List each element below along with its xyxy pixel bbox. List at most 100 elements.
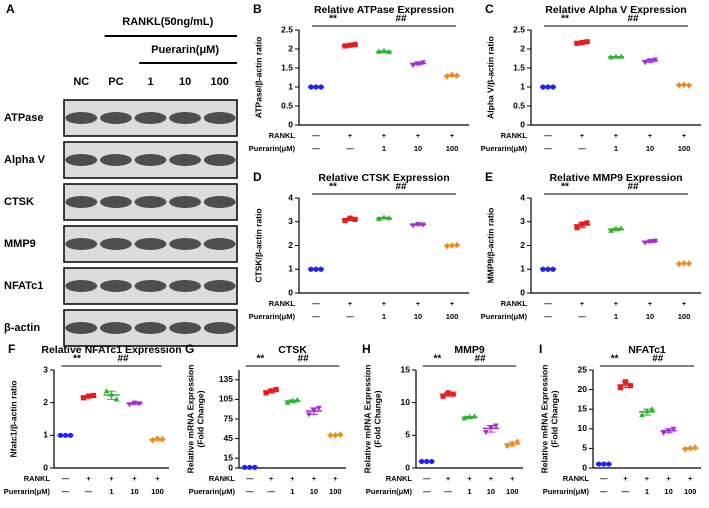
row-value: — [544,131,552,140]
panel-label: F [8,342,15,356]
row-value: + [446,474,451,483]
row-value: + [269,474,274,483]
data-point [613,225,619,231]
y-tick-label: 2.5 [513,24,525,34]
row-value: — [62,474,70,483]
row-value: — [346,312,354,321]
row-label: RANKL [501,299,528,308]
row-value: 1 [614,312,618,321]
data-point [313,266,319,272]
panel-label: C [485,2,494,16]
row-value: — [312,131,320,140]
chart-title: Relative CTSK Expression [318,172,449,184]
data-point [337,431,343,439]
row-value: + [580,299,585,308]
significance-label: ## [627,14,639,25]
row-value: + [348,131,353,140]
row-value: 10 [664,487,672,496]
data-point [85,393,92,399]
data-point [268,388,274,394]
data-point [622,379,628,385]
data-point [483,429,489,436]
row-label: Puerarin(μM) [4,487,51,496]
data-point [67,432,74,438]
chart-title: MMP9 [454,344,484,356]
data-point [617,385,623,391]
data-point [159,435,166,443]
row-label: Puerarin(μM) [249,312,296,321]
chart-title: Relative NFATc1 Expression [41,344,181,356]
protein-label: MMP9 [4,238,36,250]
data-point [652,57,658,63]
data-point [454,72,460,79]
band [65,154,98,166]
significance-label: ## [298,354,310,365]
data-point [381,214,387,220]
row-value: 1 [382,144,386,153]
data-point [332,431,338,439]
row-value: — [600,474,608,483]
y-tick-label: 0 [405,462,410,472]
row-value: 1 [290,487,294,496]
panel-label: H [362,342,371,356]
row-value: 10 [646,144,654,153]
row-value: 1 [614,144,618,153]
band [65,322,98,334]
data-point [311,408,317,414]
data-point [687,445,693,452]
row-label: RANKL [269,299,296,308]
data-point [445,390,451,396]
lane-label: 100 [211,76,229,88]
row-value: + [682,131,687,140]
y-tick-label: 2 [288,43,293,53]
y-tick-label: 2 [520,240,525,250]
row-value: + [450,299,455,308]
row-label: RANKL [269,131,296,140]
row-label: Puerarin(μM) [481,312,528,321]
y-tick-label: 4 [288,192,293,202]
row-value: + [333,474,338,483]
lane-label: 1 [147,76,153,88]
data-point [579,39,585,46]
data-point [103,388,110,394]
row-value: + [580,131,585,140]
data-point [424,458,430,465]
panel-label: G [185,342,194,356]
data-point [618,53,624,59]
band [169,238,202,250]
row-value: + [648,299,653,308]
band [134,112,167,124]
y-tick-label: 135 [219,374,233,384]
panel-label: A [6,2,15,16]
chart-title: Relative Alpha V Expression [545,4,686,16]
data-point [410,62,416,69]
data-point [644,408,650,414]
y-tick-label: 3 [288,216,293,226]
protein-label: NFATc1 [4,280,43,292]
band [65,280,98,292]
row-label: RANKL [563,474,590,483]
data-point [613,53,619,59]
data-point [415,61,421,67]
row-label: RANKL [386,474,413,483]
band [99,154,132,166]
y-axis-label: CTSK/β-actin ratio [253,208,263,282]
row-value: 10 [487,487,495,496]
data-point [550,266,556,272]
row-value: — [312,144,320,153]
data-point [381,47,387,53]
drug-label: Puerarin(μM) [151,44,219,56]
row-value: + [348,299,353,308]
band [134,280,167,292]
significance-label: ## [627,182,639,193]
band [203,196,236,208]
data-point [686,260,692,267]
y-tick-label: 0 [520,119,525,129]
data-point [420,60,426,66]
band [99,112,132,124]
row-value: 100 [684,487,697,496]
y-tick-label: 45 [224,433,234,443]
data-point [342,43,348,49]
significance-label: ** [434,354,442,365]
